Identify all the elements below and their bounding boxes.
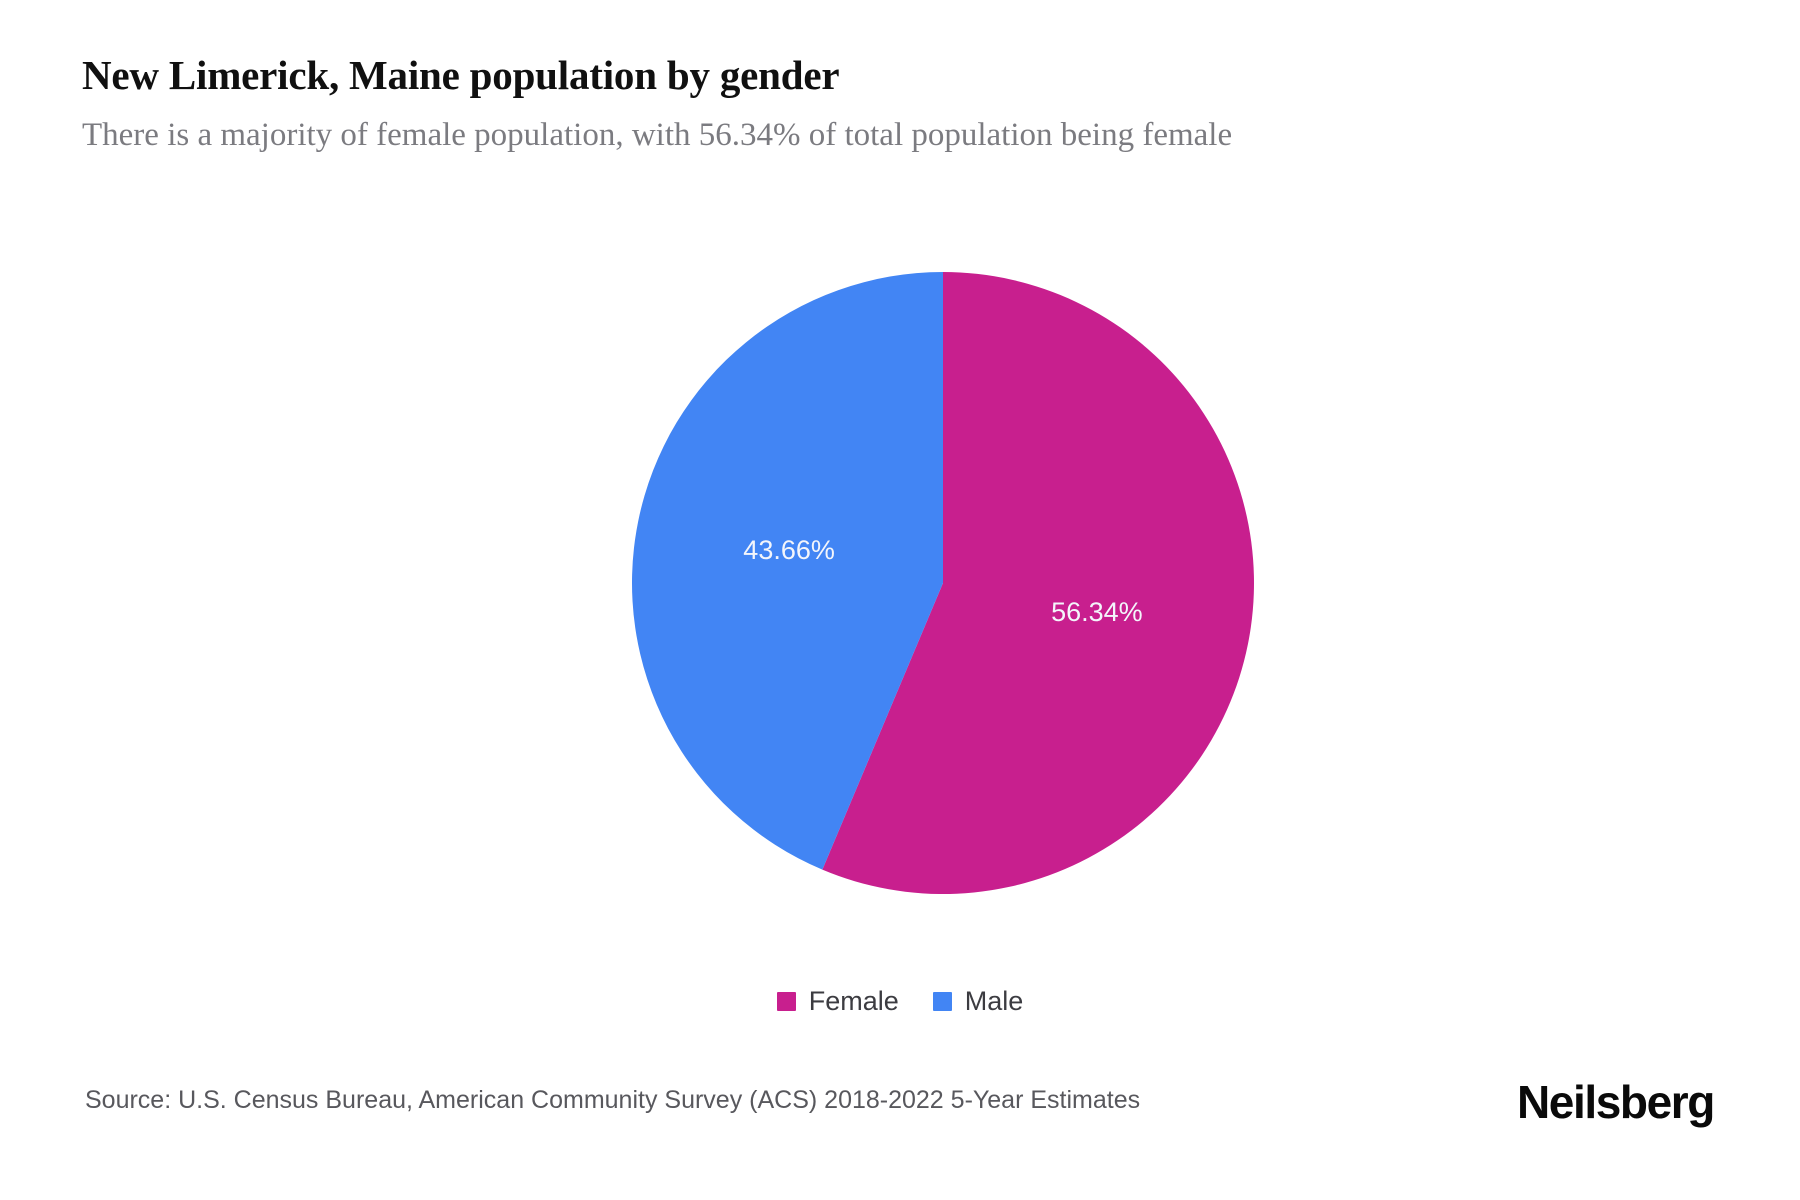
chart-subtitle: There is a majority of female population… xyxy=(82,117,1233,153)
pie-slice-male[interactable] xyxy=(631,271,943,870)
legend-swatch-male-icon xyxy=(932,992,952,1011)
source-note: Source: U.S. Census Bureau, American Com… xyxy=(85,1086,1141,1114)
chart-legend: Female Male xyxy=(0,988,1800,1015)
legend-label-female: Female xyxy=(808,986,899,1016)
pie-slice-male-label: 43.66% xyxy=(743,535,835,565)
legend-label-male: Male xyxy=(964,986,1024,1016)
chart-header: New Limerick, Maine population by gender… xyxy=(82,50,1722,156)
legend-item-male[interactable]: Male xyxy=(932,986,1024,1016)
pie-slices xyxy=(631,271,1254,894)
pie-slice-female-label: 56.34% xyxy=(1051,597,1143,627)
chart-footer: Source: U.S. Census Bureau, American Com… xyxy=(0,1075,1800,1145)
legend-item-female[interactable]: Female xyxy=(776,986,899,1016)
legend-swatch-female-icon xyxy=(776,992,796,1011)
pie-slice-female[interactable] xyxy=(822,272,1254,894)
page-title: New Limerick, Maine population by gender xyxy=(82,52,840,98)
brand-logo: Neilsberg xyxy=(1516,1076,1715,1128)
